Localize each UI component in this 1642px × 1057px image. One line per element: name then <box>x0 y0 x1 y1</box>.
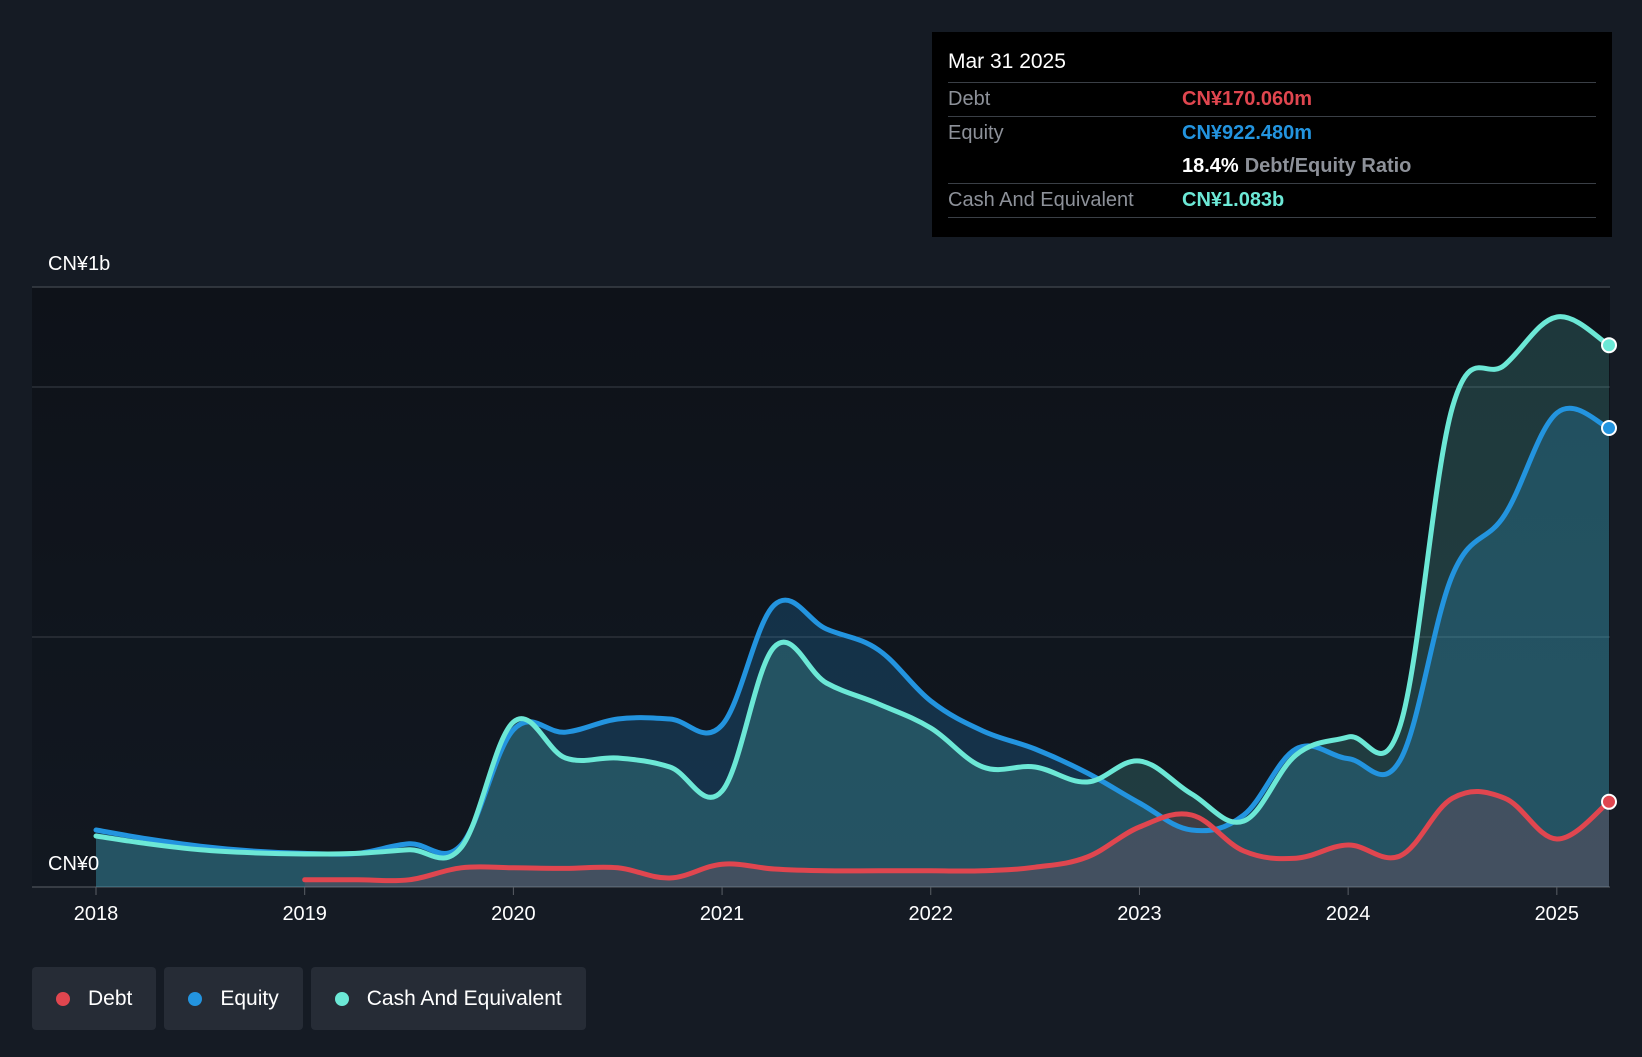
tooltip-equity-label: Equity <box>948 122 1004 144</box>
x-tick-label-2021: 2021 <box>700 903 745 925</box>
legend-item-cash[interactable]: Cash And Equivalent <box>310 967 586 1030</box>
debt-area <box>304 791 1609 887</box>
y-top-label: CN¥1b <box>48 253 110 275</box>
equity-dot-icon <box>188 991 203 1006</box>
x-tick-label-2023: 2023 <box>1117 903 1162 925</box>
cash-line <box>93 314 1612 861</box>
legend-debt-label: Debt <box>88 986 133 1010</box>
legend-equity-label: Equity <box>220 986 279 1010</box>
cash-area <box>96 316 1609 887</box>
tooltip-debt-row: Debt CN¥170.060m <box>948 83 1596 117</box>
x-tick-label-2020: 2020 <box>491 903 536 925</box>
tooltip-cash-row: Cash And Equivalent CN¥1.083b <box>948 184 1596 218</box>
equity-area <box>96 408 1609 887</box>
tooltip-date: Mar 31 2025 <box>948 46 1596 83</box>
x-tick-label-2018: 2018 <box>74 903 119 925</box>
debt-line <box>302 789 1612 884</box>
tooltip-debt-label: Debt <box>948 88 991 110</box>
tooltip-cash-value: CN¥1.083b <box>1182 189 1285 211</box>
x-tick-label-2019: 2019 <box>282 903 327 925</box>
legend-item-debt[interactable]: Debt <box>32 967 157 1030</box>
x-tick-label-2025: 2025 <box>1535 903 1580 925</box>
x-tick-label-2024: 2024 <box>1326 903 1371 925</box>
debt-dot-icon <box>56 991 70 1006</box>
tooltip-equity-row: Equity CN¥922.480m <box>948 117 1596 150</box>
legend-cash-label: Cash And Equivalent <box>366 986 562 1010</box>
tooltip-equity-value: CN¥922.480m <box>1182 122 1313 144</box>
tooltip-cash-label: Cash And Equivalent <box>948 189 1134 211</box>
legend: Debt Equity Cash And Equivalent <box>32 967 586 1030</box>
tooltip-debt-value: CN¥170.060m <box>1182 88 1313 110</box>
tooltip-panel: Mar 31 2025 Debt CN¥170.060m Equity CN¥9… <box>932 32 1612 237</box>
equity-end-marker <box>1601 420 1617 436</box>
debt-end-marker <box>1601 793 1617 810</box>
tooltip-ratio-label: Debt/Equity Ratio <box>1244 155 1412 177</box>
tooltip-ratio-value: 18.4% <box>1182 155 1239 177</box>
legend-item-equity[interactable]: Equity <box>164 967 303 1030</box>
cash-dot-icon <box>334 991 349 1006</box>
cash-end-marker <box>1601 337 1617 354</box>
tooltip-ratio-row: 18.4% Debt/Equity Ratio <box>948 150 1596 184</box>
y-zero-label: CN¥0 <box>48 853 99 875</box>
x-tick-label-2022: 2022 <box>909 903 954 925</box>
